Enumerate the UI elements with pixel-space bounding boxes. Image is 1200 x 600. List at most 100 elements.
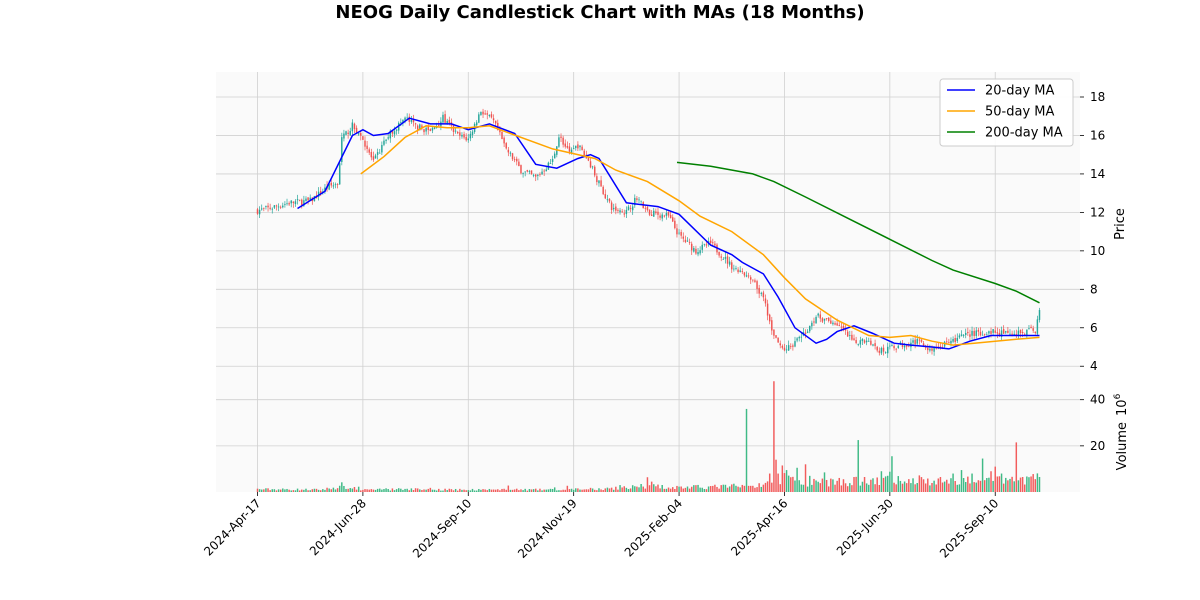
volume-bar <box>1011 476 1013 492</box>
candle-body <box>1030 326 1032 329</box>
volume-bar <box>749 485 752 492</box>
volume-bar <box>427 488 429 492</box>
candle-body <box>994 330 996 333</box>
candle-body <box>471 131 474 135</box>
candle-body <box>612 207 615 210</box>
volume-bar <box>642 486 644 492</box>
candle-body <box>423 129 425 133</box>
price-tick-label: 14 <box>1090 167 1105 181</box>
candle-body <box>855 340 857 344</box>
candle-body <box>406 117 408 119</box>
volume-bar <box>570 488 573 492</box>
candle-body <box>678 232 680 234</box>
candle-body <box>933 347 935 352</box>
volume-bar <box>760 486 763 492</box>
candle-body <box>353 123 356 130</box>
candle-body <box>484 113 486 115</box>
volume-bar <box>935 484 937 492</box>
volume-bar <box>638 487 640 492</box>
candle-body <box>267 205 269 208</box>
volume-bar <box>315 488 318 492</box>
candle-body <box>834 323 836 325</box>
volume-bar <box>473 490 476 492</box>
volume-bar <box>741 484 744 492</box>
candle-body <box>640 200 642 202</box>
candle-body <box>589 161 592 168</box>
candle-body <box>362 136 364 140</box>
candle-body <box>581 146 583 151</box>
volume-bar <box>661 485 663 492</box>
candle-body <box>825 318 828 319</box>
volume-bar <box>273 489 276 492</box>
volume-bar <box>703 489 706 492</box>
volume-bar <box>986 478 988 492</box>
candle-body <box>859 340 862 345</box>
volume-bar <box>790 477 792 492</box>
volume-bar <box>444 488 446 492</box>
volume-bar <box>435 490 438 492</box>
candle-body <box>414 123 417 125</box>
volume-bar <box>284 489 286 492</box>
candle-body <box>494 120 497 124</box>
volume-bar <box>404 488 406 492</box>
candle-body <box>760 292 763 294</box>
volume-bar <box>920 477 923 492</box>
candle-body <box>444 114 446 123</box>
volume-bar <box>815 480 817 492</box>
volume-bar <box>927 478 929 492</box>
volume-bar <box>1009 478 1011 492</box>
volume-bar <box>408 490 410 492</box>
volume-bar <box>657 484 659 492</box>
volume-axis-label: Volume 106 <box>1113 393 1130 470</box>
volume-bar <box>973 482 975 492</box>
candle-body <box>429 129 432 131</box>
volume-bar <box>501 488 503 492</box>
volume-bar <box>712 485 714 492</box>
candle-body <box>357 133 360 135</box>
volume-bar <box>534 488 537 492</box>
candle-body <box>577 144 579 149</box>
volume-bar <box>678 486 680 492</box>
candle-body <box>800 336 803 338</box>
volume-bar <box>545 489 548 492</box>
volume-bar <box>695 485 697 492</box>
candle-body <box>509 152 512 154</box>
volume-bar <box>840 485 843 492</box>
candle-body <box>857 343 859 345</box>
volume-bar <box>577 488 579 492</box>
volume-bar <box>454 488 457 492</box>
volume-bar <box>623 486 625 492</box>
volume-bar <box>1030 476 1032 492</box>
volume-bar <box>610 487 613 492</box>
volume-bar <box>374 489 377 492</box>
chart-title: NEOG Daily Candlestick Chart with MAs (1… <box>335 2 864 23</box>
candle-body <box>631 206 634 211</box>
volume-bar <box>878 484 881 492</box>
volume-tick-label: 20 <box>1090 439 1105 453</box>
candle-body <box>1007 330 1009 333</box>
candle-body <box>657 211 659 215</box>
volume-panel-background <box>216 372 1080 492</box>
candle-body <box>256 209 259 214</box>
volume-bar <box>511 489 514 492</box>
volume-bar <box>480 489 482 492</box>
candle-body <box>787 345 790 351</box>
candle-body <box>912 340 914 343</box>
candle-body <box>598 180 600 184</box>
price-axis-ticks: 4 6 8 10 12 14 16 18 <box>1080 90 1105 373</box>
candle-body <box>273 205 276 208</box>
candle-body <box>922 343 925 346</box>
candle-body <box>625 209 628 215</box>
volume-bar <box>307 490 309 492</box>
candle-body <box>376 152 379 155</box>
candle-body <box>754 280 756 282</box>
volume-bar <box>939 477 942 492</box>
volume-bar <box>395 489 398 492</box>
volume-bar <box>566 485 569 492</box>
volume-bar <box>631 485 634 492</box>
volume-bar <box>598 488 600 492</box>
candle-body <box>579 145 581 148</box>
ma-line <box>360 125 1040 346</box>
candle-body <box>385 139 387 141</box>
candle-body <box>661 214 663 219</box>
